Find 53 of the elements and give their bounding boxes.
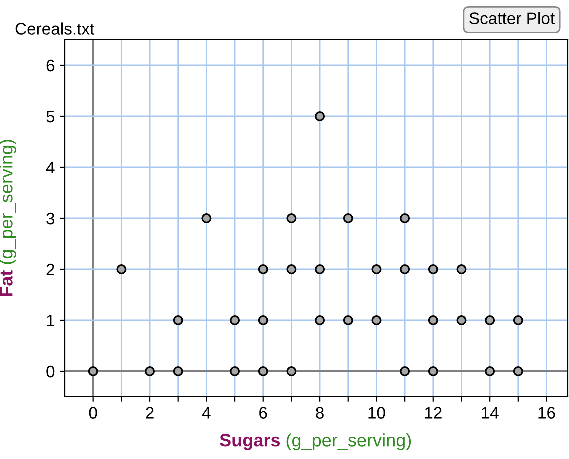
point	[173, 316, 184, 326]
x-tick-label: 2	[146, 407, 154, 419]
point	[400, 366, 410, 376]
point	[428, 366, 438, 376]
x-tick-label: 0	[89, 407, 98, 419]
point	[202, 214, 212, 224]
y-tick-label: 0	[46, 366, 55, 378]
point	[145, 366, 156, 376]
point	[456, 264, 467, 274]
point	[286, 264, 297, 274]
point	[258, 264, 268, 274]
y-tick-label: 4	[46, 162, 55, 174]
point	[485, 366, 496, 376]
chart-title: Cereals.txt	[16, 22, 95, 35]
point	[428, 264, 438, 274]
point	[400, 214, 410, 224]
x-tick-label: 12	[425, 407, 442, 419]
point	[173, 366, 184, 376]
y-tick-label: 6	[46, 60, 55, 72]
point	[343, 316, 354, 326]
point	[428, 316, 438, 326]
point	[372, 264, 382, 274]
x-tick-label: 8	[316, 407, 324, 419]
point	[315, 316, 326, 326]
point	[315, 264, 326, 274]
point	[400, 264, 410, 274]
y-tick-label: 2	[46, 264, 54, 276]
x-tick-label: 16	[538, 407, 556, 419]
point	[230, 316, 240, 326]
point	[485, 316, 496, 326]
point	[286, 214, 297, 224]
x-tick-label: 6	[260, 407, 268, 419]
point	[230, 366, 240, 376]
point	[513, 366, 524, 376]
x-axis-title: Sugars (g_per_serving)	[220, 434, 412, 450]
point	[286, 366, 297, 376]
x-tick-label: 4	[202, 407, 211, 419]
y-axis-title: Fat (g_per_serving)	[0, 140, 16, 296]
y-tick-label: 1	[47, 315, 54, 327]
point	[315, 112, 326, 122]
point	[88, 366, 98, 376]
point	[456, 316, 467, 326]
x-tick-label: 14	[482, 407, 499, 419]
point	[258, 366, 268, 376]
point	[513, 316, 524, 326]
point	[343, 214, 354, 224]
text: Scatter Plot	[470, 12, 555, 24]
point	[372, 316, 382, 326]
point	[116, 264, 127, 274]
y-tick-label: 3	[46, 212, 55, 225]
y-tick-label: 5	[46, 111, 55, 123]
x-tick-label: 10	[368, 407, 386, 419]
point	[258, 316, 268, 326]
